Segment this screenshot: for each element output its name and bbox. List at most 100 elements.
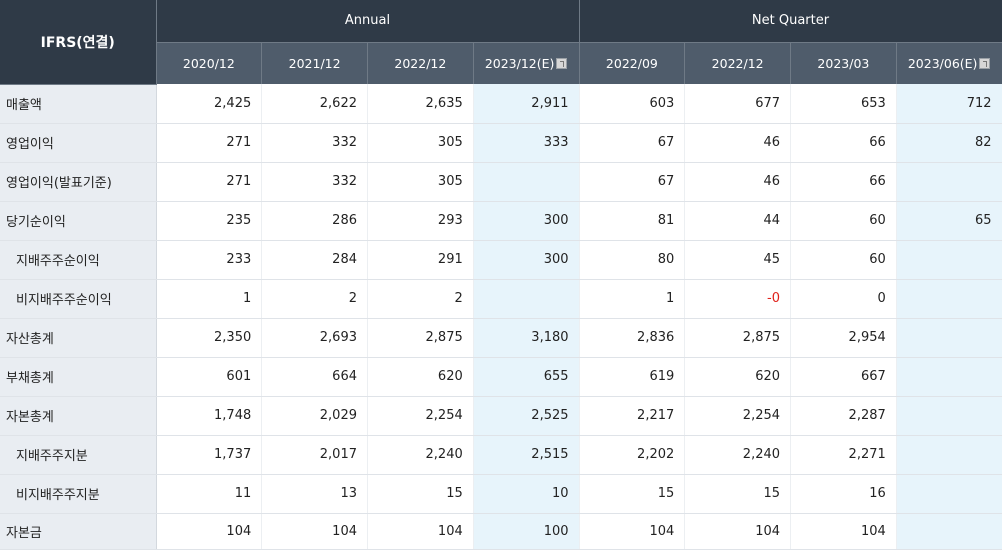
value-cell: 81 xyxy=(579,201,686,241)
value-cell: 293 xyxy=(367,201,474,241)
value-cell: 271 xyxy=(156,162,263,202)
row-label[interactable]: 부채총계 xyxy=(0,357,157,397)
table-row: 지배주주순이익 233 284 291 300 80 45 60 xyxy=(0,240,1002,280)
value-cell: 0 xyxy=(790,279,897,319)
table-row: 자산총계 2,350 2,693 2,875 3,180 2,836 2,875 2,954 xyxy=(0,318,1002,358)
value-cell: 284 xyxy=(261,240,368,280)
row-label[interactable]: 당기순이익 xyxy=(0,201,157,241)
value-cell: 13 xyxy=(261,474,368,514)
table-row: 자본금 104 104 104 100 104 104 104 xyxy=(0,513,1002,550)
row-label[interactable]: 자본금 xyxy=(0,513,157,550)
table-row: 비지배주주순이익 1 2 2 1 -0 0 xyxy=(0,279,1002,319)
value-cell: 104 xyxy=(156,513,263,550)
value-cell: 271 xyxy=(156,123,263,163)
value-cell: 235 xyxy=(156,201,263,241)
value-cell: 620 xyxy=(367,357,474,397)
value-cell: 620 xyxy=(684,357,792,397)
value-cell: 3,180 xyxy=(473,318,580,358)
period-header-q-2023-03: 2023/03 xyxy=(790,42,897,84)
value-cell: 67 xyxy=(579,162,686,202)
row-label[interactable]: 비지배주주순이익 xyxy=(0,279,157,319)
value-cell: 653 xyxy=(790,84,897,124)
period-header-q-2022-12: 2022/12 xyxy=(684,42,792,84)
row-label[interactable]: 영업이익 xyxy=(0,123,157,163)
row-label[interactable]: 자본총계 xyxy=(0,396,157,436)
value-cell: 65 xyxy=(896,201,1002,241)
row-label[interactable]: 지배주주순이익 xyxy=(0,240,157,280)
value-cell: 664 xyxy=(261,357,368,397)
value-cell: 619 xyxy=(579,357,686,397)
period-header-2021-12: 2021/12 xyxy=(261,42,368,84)
value-cell xyxy=(896,162,1002,202)
period-header-q-2023-06-estimate: 2023/06(E) xyxy=(896,42,1002,84)
row-label[interactable]: 매출액 xyxy=(0,84,157,124)
value-cell: 332 xyxy=(261,162,368,202)
period-label: 2022/12 xyxy=(711,55,764,71)
estimate-info-icon[interactable] xyxy=(556,57,568,69)
value-cell: 104 xyxy=(790,513,897,550)
row-label[interactable]: 비지배주주지분 xyxy=(0,474,157,514)
value-cell: 2,287 xyxy=(790,396,897,436)
value-cell: 2,875 xyxy=(367,318,474,358)
value-cell xyxy=(896,396,1002,436)
value-cell xyxy=(896,435,1002,475)
row-label[interactable]: 자산총계 xyxy=(0,318,157,358)
value-cell: 2,525 xyxy=(473,396,580,436)
value-cell: 2,875 xyxy=(684,318,792,358)
value-cell: 2,029 xyxy=(261,396,368,436)
value-cell: 80 xyxy=(579,240,686,280)
value-cell: 1 xyxy=(579,279,686,319)
accounting-standard-header: IFRS(연결) xyxy=(0,0,157,85)
value-cell: 2 xyxy=(367,279,474,319)
period-label: 2022/09 xyxy=(605,55,658,71)
period-label: 2021/12 xyxy=(288,55,341,71)
period-header-2023-12-estimate: 2023/12(E) xyxy=(473,42,580,84)
value-cell: 104 xyxy=(261,513,368,550)
value-cell: 2,635 xyxy=(367,84,474,124)
value-cell: 82 xyxy=(896,123,1002,163)
value-cell xyxy=(896,318,1002,358)
value-cell: 332 xyxy=(261,123,368,163)
value-cell: 60 xyxy=(790,201,897,241)
annual-group-header: Annual xyxy=(156,0,580,43)
value-cell: 2,954 xyxy=(790,318,897,358)
value-cell: 2 xyxy=(261,279,368,319)
row-label[interactable]: 지배주주지분 xyxy=(0,435,157,475)
period-header-2020-12: 2020/12 xyxy=(156,42,263,84)
table-row: 매출액 2,425 2,622 2,635 2,911 603 677 653 712 xyxy=(0,84,1002,124)
period-label: 2023/03 xyxy=(817,55,870,71)
value-cell: 66 xyxy=(790,123,897,163)
value-cell: 300 xyxy=(473,201,580,241)
value-cell: 2,693 xyxy=(261,318,368,358)
table-row: 지배주주지분 1,737 2,017 2,240 2,515 2,202 2,240 2,27… xyxy=(0,435,1002,475)
value-cell: 10 xyxy=(473,474,580,514)
value-cell: 100 xyxy=(473,513,580,550)
table-body: 매출액 2,425 2,622 2,635 2,911 603 677 653 712 영업이익 2… xyxy=(0,84,1002,550)
value-cell: 104 xyxy=(684,513,792,550)
value-cell: 104 xyxy=(579,513,686,550)
net-quarter-group-header: Net Quarter xyxy=(579,0,1002,43)
value-cell xyxy=(896,279,1002,319)
value-cell: 305 xyxy=(367,123,474,163)
value-cell: 16 xyxy=(790,474,897,514)
value-cell: 333 xyxy=(473,123,580,163)
value-cell: -0 xyxy=(684,279,792,319)
value-cell: 2,240 xyxy=(367,435,474,475)
value-cell: 603 xyxy=(579,84,686,124)
value-cell xyxy=(896,513,1002,550)
table-row: 비지배주주지분 11 13 15 10 15 15 16 xyxy=(0,474,1002,514)
value-cell: 2,271 xyxy=(790,435,897,475)
table-row: 당기순이익 235 286 293 300 81 44 60 65 xyxy=(0,201,1002,241)
row-label[interactable]: 영업이익(발표기준) xyxy=(0,162,157,202)
value-cell xyxy=(896,474,1002,514)
estimate-info-icon[interactable] xyxy=(979,57,991,69)
value-cell: 1,737 xyxy=(156,435,263,475)
value-cell: 2,515 xyxy=(473,435,580,475)
value-cell: 15 xyxy=(367,474,474,514)
value-cell: 44 xyxy=(684,201,792,241)
table-row: 영업이익(발표기준) 271 332 305 67 46 66 xyxy=(0,162,1002,202)
value-cell xyxy=(473,162,580,202)
value-cell: 2,425 xyxy=(156,84,263,124)
period-label: 2020/12 xyxy=(182,55,235,71)
value-cell: 46 xyxy=(684,162,792,202)
